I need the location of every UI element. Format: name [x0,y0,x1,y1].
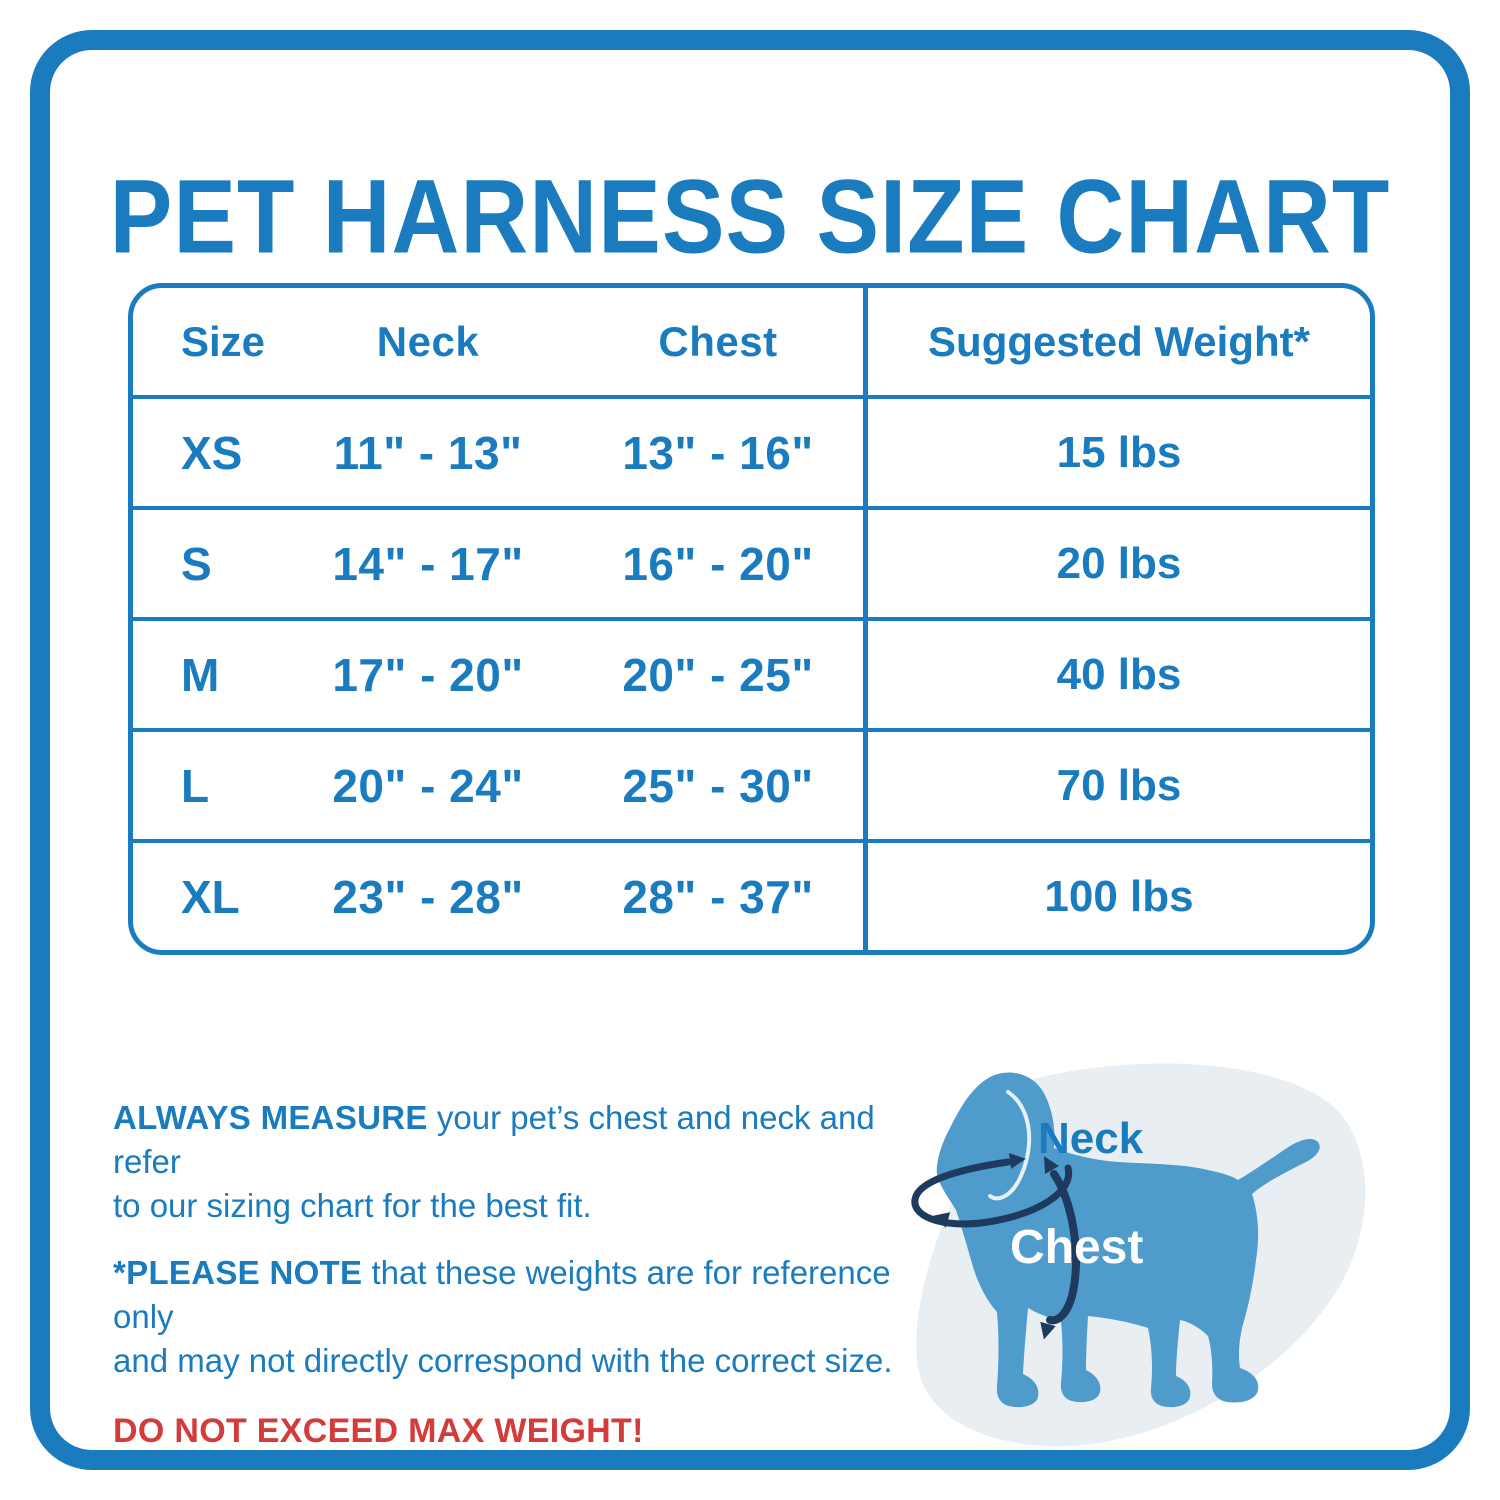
measure-note-lead: ALWAYS MEASURE [113,1099,428,1136]
neck-range: 17" - 20" [332,648,524,701]
table-row-xs: XS 11" - 13" 13" - 16" 15 lbs [133,399,1370,510]
neck-range: 20" - 24" [332,759,524,812]
chest-loop-arrowhead-bottom [1040,1321,1056,1340]
column-header-size: Size [181,317,266,365]
size-value: S [181,537,212,590]
table-row-xl: XL 23" - 28" 28" - 37" 100 lbs [133,843,1370,950]
chest-range: 16" - 20" [622,537,814,590]
chest-loop-arrowhead-top [1044,1156,1059,1174]
weight-value: 20 lbs [863,510,1370,617]
chest-range: 28" - 37" [622,870,814,923]
size-value: XL [181,870,240,923]
measure-note: ALWAYS MEASURE your pet’s chest and neck… [113,1096,903,1229]
weight-value: 70 lbs [863,732,1370,839]
neck-range: 14" - 17" [332,537,524,590]
neck-loop-arrowhead-left [932,1212,951,1228]
size-value: XS [181,426,243,479]
column-header-neck: Neck [376,317,480,365]
weight-value: 40 lbs [863,621,1370,728]
chest-range: 20" - 25" [622,648,814,701]
dog-silhouette [936,1072,1320,1408]
chest-range: 13" - 16" [622,426,814,479]
size-chart-table: Size Neck Chest Suggested Weight* XS 11"… [128,283,1375,955]
chest-label: Chest [1010,1221,1143,1274]
chest-range: 25" - 30" [622,759,814,812]
measure-note-text-line2: to our sizing chart for the best fit. [113,1187,592,1225]
table-header-row: Size Neck Chest Suggested Weight* [133,288,1370,399]
weight-value: 100 lbs [863,843,1370,950]
table-row-s: S 14" - 17" 16" - 20" 20 lbs [133,510,1370,621]
table-row-l: L 20" - 24" 25" - 30" 70 lbs [133,732,1370,843]
please-note-text-line2: and may not directly correspond with the… [113,1342,893,1380]
size-value: L [181,759,210,812]
page-title: PET HARNESS SIZE CHART [109,157,1391,275]
weight-value: 15 lbs [863,399,1370,506]
column-header-weight: Suggested Weight* [863,288,1370,395]
size-value: M [181,648,220,701]
please-note-lead: *PLEASE NOTE [113,1253,363,1291]
dog-measurement-diagram: Neck Chest [860,1050,1420,1450]
neck-loop-arrowhead-right [1008,1153,1026,1169]
please-note-text-line1: that these weights are for reference onl… [113,1253,891,1335]
please-note: *PLEASE NOTE that these weights are for … [113,1251,903,1384]
footnotes: ALWAYS MEASURE your pet’s chest and neck… [113,1096,903,1455]
neck-range: 11" - 13" [333,426,523,479]
dog-ear-line [988,1090,1032,1201]
column-header-chest: Chest [658,317,778,365]
neck-range: 23" - 28" [332,870,524,923]
max-weight-warning: DO NOT EXCEED MAX WEIGHT! [113,1412,644,1451]
measure-note-text-line1: your pet’s chest and neck and refer [113,1099,875,1181]
neck-measure-loop [911,1158,1073,1228]
neck-label: Neck [1038,1114,1144,1163]
chest-measure-loop [1046,1170,1080,1325]
table-row-m: M 17" - 20" 20" - 25" 40 lbs [133,621,1370,732]
